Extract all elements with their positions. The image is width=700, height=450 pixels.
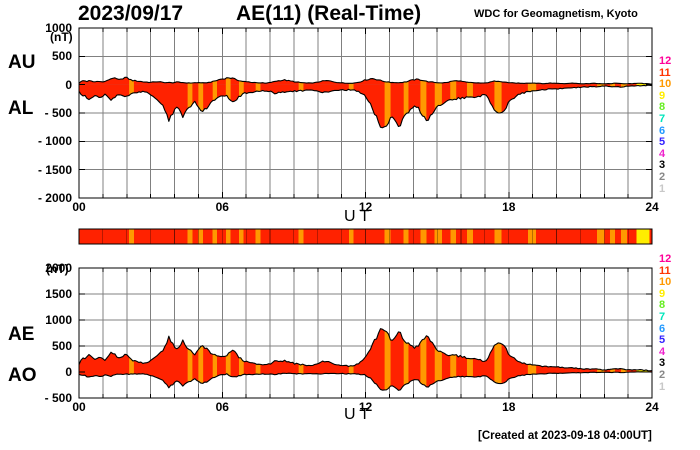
y-tick-label: - 500 bbox=[44, 106, 72, 120]
creation-timestamp: [Created at 2023-09-18 04:00UT] bbox=[478, 430, 652, 442]
x-tick-label: 00 bbox=[72, 200, 86, 214]
legend-item-6: 6 bbox=[659, 124, 666, 137]
series-label-ao: AO bbox=[8, 365, 37, 386]
top-panel-plot bbox=[78, 27, 653, 199]
legend-item-7: 7 bbox=[659, 310, 666, 323]
legend-item-11: 11 bbox=[659, 66, 671, 79]
y-tick-label: 0 bbox=[65, 365, 72, 379]
legend-item-9: 9 bbox=[659, 287, 666, 300]
x-tick-label: 12 bbox=[358, 400, 373, 414]
series-label-ae: AE bbox=[8, 324, 35, 345]
y-tick-label: 1500 bbox=[45, 287, 72, 301]
legend-item-5: 5 bbox=[659, 334, 666, 347]
legend-item-3: 3 bbox=[659, 357, 666, 370]
x-axis-title-bottom: U T bbox=[344, 406, 370, 423]
page-title: AE(11) (Real-Time) bbox=[236, 2, 422, 25]
y-unit-bottom-panel: (nT) bbox=[46, 262, 69, 276]
x-tick-label: 24 bbox=[645, 200, 659, 214]
x-tick-label: 18 bbox=[502, 200, 516, 214]
x-tick-label: 06 bbox=[215, 400, 229, 414]
legend-item-1: 1 bbox=[659, 380, 666, 393]
y-tick-label: 1000 bbox=[45, 313, 72, 327]
bottom-panel-svg bbox=[78, 267, 653, 399]
legend-item-11: 11 bbox=[659, 264, 671, 277]
legend-item-12: 12 bbox=[659, 253, 672, 265]
y-tick-label: 1000 bbox=[45, 21, 72, 35]
x-tick-label: 18 bbox=[502, 400, 516, 414]
legend-item-6: 6 bbox=[659, 322, 666, 335]
legend-item-8: 8 bbox=[659, 299, 666, 312]
data-source-credit: WDC for Geomagnetism, Kyoto bbox=[474, 8, 638, 20]
x-tick-label: 06 bbox=[215, 200, 229, 214]
x-tick-label: 12 bbox=[358, 200, 373, 214]
series-label-al: AL bbox=[8, 98, 34, 119]
bottom-panel-plot bbox=[0, 230, 700, 420]
legend-item-7: 7 bbox=[659, 112, 666, 125]
legend-item-2: 2 bbox=[659, 170, 666, 183]
y-unit-top-panel: (nT) bbox=[50, 30, 73, 44]
x-tick-label: 00 bbox=[72, 400, 86, 414]
legend-item-4: 4 bbox=[659, 147, 666, 160]
y-tick-label: - 500 bbox=[44, 391, 72, 405]
y-tick-label: 500 bbox=[51, 339, 72, 353]
legend-item-2: 2 bbox=[659, 368, 666, 381]
legend-item-9: 9 bbox=[659, 89, 666, 102]
color-legend-bottom: 12 11 10 9 8 7 6 5 4 3 2 1 bbox=[659, 253, 672, 393]
legend-item-1: 1 bbox=[659, 182, 666, 195]
legend-item-4: 4 bbox=[659, 345, 666, 358]
legend-item-3: 3 bbox=[659, 159, 666, 172]
legend-item-10: 10 bbox=[659, 276, 672, 289]
legend-item-12: 12 bbox=[659, 55, 672, 67]
legend-item-5: 5 bbox=[659, 136, 666, 149]
y-tick-label: 2000 bbox=[45, 261, 72, 275]
legend-item-8: 8 bbox=[659, 101, 666, 114]
color-legend-top: 12 11 10 9 8 7 6 5 4 3 2 1 bbox=[659, 55, 672, 195]
y-tick-label: 0 bbox=[65, 77, 72, 92]
series-label-au: AU bbox=[8, 52, 36, 73]
legend-item-10: 10 bbox=[659, 78, 672, 91]
y-tick-label: - 1000 bbox=[37, 134, 72, 149]
y-tick-label: 500 bbox=[51, 49, 72, 64]
y-tick-label: - 2000 bbox=[37, 191, 72, 205]
top-panel-svg bbox=[78, 27, 653, 199]
y-tick-label: - 1500 bbox=[37, 162, 72, 177]
x-tick-label: 24 bbox=[645, 400, 659, 414]
page-date: 2023/09/17 bbox=[78, 2, 184, 25]
x-axis-title-top: U T bbox=[344, 208, 370, 225]
